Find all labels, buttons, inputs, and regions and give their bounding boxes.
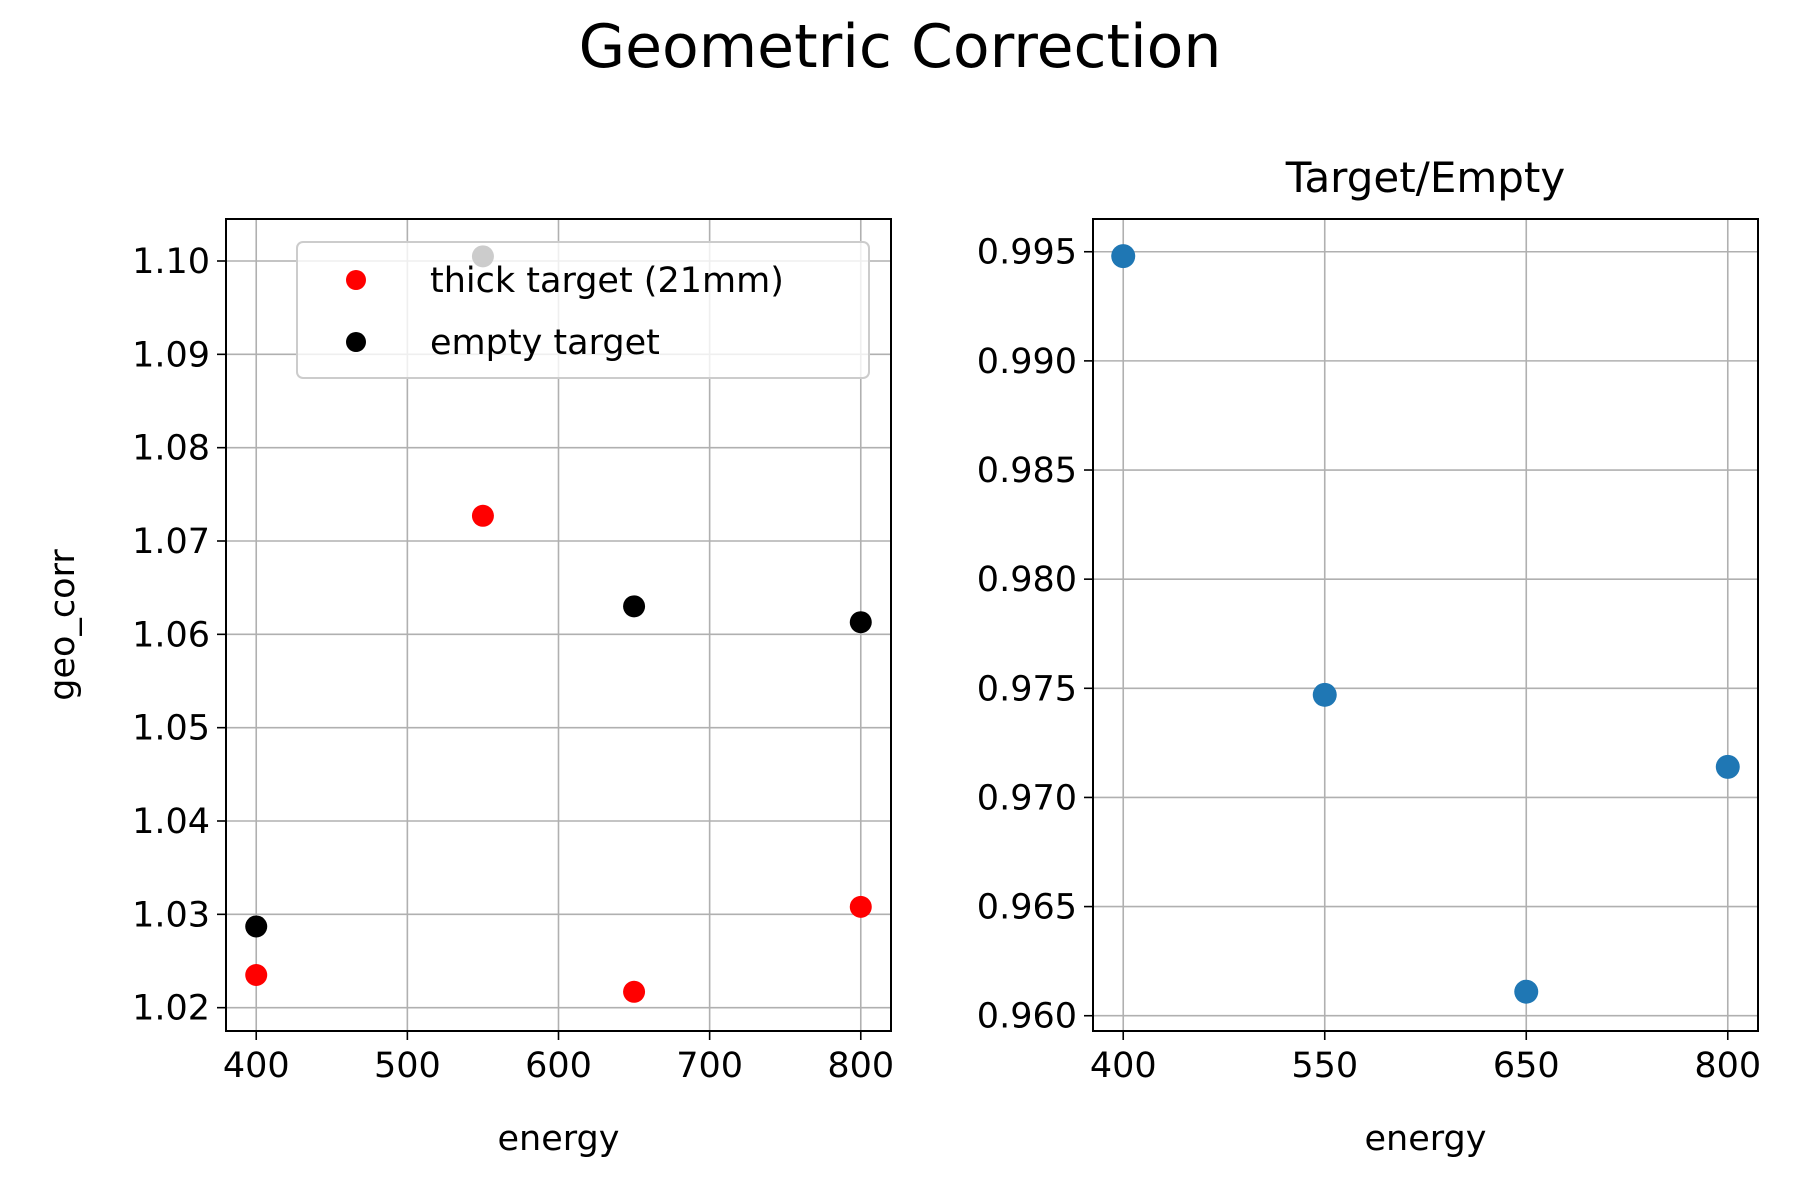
x-axis-label: energy (1365, 1119, 1487, 1159)
y-tick-label: 1.02 (132, 989, 210, 1029)
data-point (1715, 754, 1740, 779)
x-tick-label: 800 (827, 1046, 894, 1086)
y-tick-label: 0.975 (977, 669, 1077, 709)
data-point (1111, 244, 1136, 269)
y-tick-label: 1.09 (132, 335, 210, 375)
y-tick-label: 1.10 (132, 242, 210, 282)
x-tick-label: 400 (223, 1046, 290, 1086)
y-tick-label: 0.965 (977, 888, 1077, 928)
y-tick-label: 0.960 (977, 997, 1077, 1037)
y-tick-label: 0.985 (977, 451, 1077, 491)
x-tick-label: 550 (1291, 1046, 1358, 1086)
y-tick-label: 1.08 (132, 429, 210, 469)
x-tick-label: 650 (1493, 1046, 1560, 1086)
legend-marker (346, 332, 366, 352)
data-point (849, 895, 872, 918)
legend-box (296, 241, 870, 379)
legend-label: empty target (430, 323, 660, 363)
y-tick-label: 1.03 (132, 895, 210, 935)
y-tick-label: 0.980 (977, 560, 1077, 600)
data-point (245, 964, 268, 986)
x-axis-label: energy (498, 1119, 620, 1159)
legend-label: thick target (21mm) (430, 261, 784, 301)
chart-title: Target/Empty (1285, 153, 1566, 202)
y-tick-label: 0.970 (977, 778, 1077, 818)
data-point (849, 611, 872, 634)
axes-frame (1092, 218, 1759, 1032)
figure-title: Geometric Correction (578, 12, 1222, 82)
y-axis-label: geo_corr (43, 549, 83, 701)
y-tick-label: 1.04 (132, 802, 210, 842)
data-point (471, 504, 494, 527)
data-point (245, 915, 268, 938)
y-tick-label: 1.06 (132, 615, 210, 655)
data-point (623, 595, 646, 618)
y-tick-label: 1.05 (132, 709, 210, 749)
x-tick-label: 400 (1090, 1046, 1157, 1086)
data-point (1514, 979, 1539, 1004)
x-tick-label: 500 (374, 1046, 441, 1086)
y-tick-label: 1.07 (132, 522, 210, 562)
y-tick-label: 0.995 (977, 233, 1077, 273)
legend: thick target (21mm) empty target (296, 241, 870, 379)
x-tick-label: 700 (676, 1046, 743, 1086)
y-tick-label: 0.990 (977, 342, 1077, 382)
data-point (623, 980, 646, 1003)
x-tick-label: 600 (525, 1046, 592, 1086)
data-point (1312, 682, 1337, 707)
plot-right: 400 550 650 800 0.960 0.965 0.970 0.975 0.980 0.9… (977, 153, 1761, 1159)
plot-left: 400 500 600 700 800 1.02 1.03 1.04 1.05 1.06 1.07 1… (43, 218, 894, 1159)
x-tick-label: 800 (1694, 1046, 1761, 1086)
legend-marker (346, 270, 366, 290)
axes-frame (225, 218, 892, 1032)
